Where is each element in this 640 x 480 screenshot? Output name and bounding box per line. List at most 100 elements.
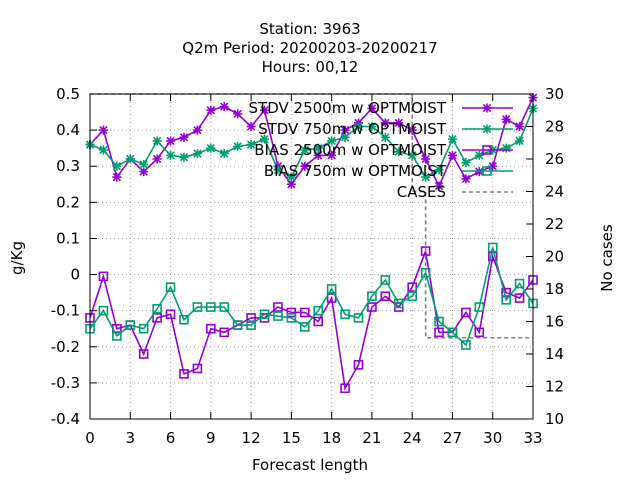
data-point [206,143,216,153]
data-point [474,150,484,160]
data-point [380,275,391,285]
data-point [474,302,485,312]
data-point [367,302,377,312]
data-point [179,369,189,379]
data-point [313,305,324,316]
y2-tick-label: 28 [545,118,564,136]
chart-title-line3: Hours: 00,12 [262,58,359,76]
legend-label: CASES [397,183,446,201]
data-point [273,165,283,175]
y2-axis-label: No cases [598,224,616,292]
y2-tick-label: 10 [545,410,564,428]
data-point [393,298,404,309]
data-point [192,149,202,159]
y-tick-label: 0.3 [56,157,80,175]
data-point [152,154,162,164]
y-tick-label: -0.1 [51,302,80,320]
data-point [125,154,135,164]
data-point [515,136,525,146]
data-point [260,134,270,144]
data-point [474,327,485,338]
x-tick-label: 0 [85,429,95,447]
data-point [273,302,283,312]
y2-tick-label: 14 [545,345,564,363]
data-point [192,302,203,312]
data-point [233,141,243,151]
data-point [461,174,471,184]
data-point [447,150,457,160]
data-point [206,323,216,334]
legend: STDV 2500m w OPTMOIST STDV 750m w OPTMOIS… [249,99,513,201]
data-point [421,154,431,164]
series-3 [85,242,538,350]
x-tick-label: 30 [483,429,502,447]
legend-label: BIAS 2500m w OPTMOIST [254,141,447,159]
data-point [353,313,364,323]
data-point [166,150,176,160]
data-point [166,136,176,146]
y2-tick-label: 26 [545,150,564,168]
data-point [286,307,297,318]
data-point [299,322,310,332]
data-point [367,122,377,131]
y-tick-label: -0.2 [51,338,80,356]
data-point [340,132,350,142]
series-line [89,247,534,391]
y2-tick-label: 12 [545,378,564,396]
data-point [192,363,203,374]
data-point [487,251,498,262]
data-point [447,327,458,338]
data-point [447,134,457,144]
data-point [219,327,230,338]
data-point [286,172,296,182]
data-point [98,125,108,135]
x-tick-label: 9 [206,429,216,447]
x-tick-label: 15 [282,429,301,447]
data-point [461,307,471,318]
x-tick-label: 24 [403,429,422,447]
data-point [232,320,243,330]
data-point [421,172,431,182]
data-point [367,291,377,302]
data-point [461,158,471,168]
y-tick-label: -0.4 [51,410,80,428]
x-axis-label: Forecast length [252,456,368,474]
series-layer [85,93,538,394]
data-point [192,125,202,135]
data-point [327,150,337,160]
data-point [300,145,310,155]
data-point [434,316,444,327]
y-axis-label: g/Kg [8,241,26,275]
data-point [515,122,525,131]
y2-tick-label: 18 [545,280,564,298]
y-tick-label: 0.4 [56,121,80,139]
data-point [394,118,404,128]
data-point [246,320,256,330]
data-point [112,172,122,182]
x-axis-ticks: 0 3 6 9 12 15 18 21 24 27 30 33 [85,94,543,447]
x-tick-label: 6 [166,429,176,447]
data-point [112,161,122,171]
data-point [407,282,417,292]
y2-tick-label: 20 [545,248,564,266]
data-point [434,165,444,175]
data-point [179,314,189,325]
data-point [246,122,256,131]
data-point [327,136,337,146]
data-point [219,302,230,312]
data-point [501,114,511,124]
data-point [273,311,283,321]
data-point [380,132,390,142]
data-point [482,124,492,134]
data-point [514,278,525,289]
data-point [233,109,243,119]
data-point [260,105,270,115]
data-point [179,132,189,142]
y-tick-label: 0.2 [56,193,80,211]
legend-label: BIAS 750m w OPTMOIST [264,162,447,180]
data-point [152,136,162,146]
data-point [461,340,471,350]
data-point [165,309,176,320]
y-tick-label: 0 [70,266,80,284]
